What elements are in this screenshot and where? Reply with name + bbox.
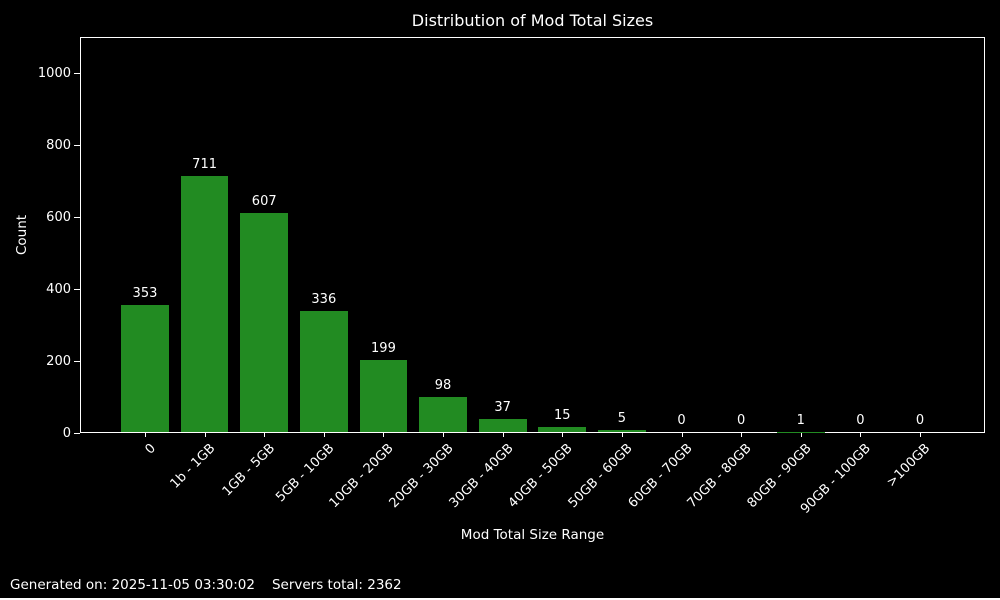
y-tick-mark (74, 144, 80, 146)
bar-value-label: 37 (494, 399, 511, 415)
bar-value-label: 0 (915, 413, 925, 428)
y-tick-label: 1000 (37, 65, 71, 81)
footer-status-text: Generated on: 2025-11-05 03:30:02 Servers… (10, 577, 402, 593)
y-tick-mark (74, 360, 80, 362)
bar-value-label: 607 (251, 194, 277, 210)
x-tick-mark (443, 433, 445, 437)
servers-total: Servers total: 2362 (271, 577, 402, 593)
x-tick-mark (920, 433, 922, 437)
x-tick-mark (800, 433, 802, 437)
bar (240, 213, 289, 432)
bar (538, 426, 587, 432)
x-tick-mark (264, 433, 266, 437)
y-tick-mark (74, 288, 80, 290)
x-tick-mark (502, 433, 504, 437)
bottom-border-line (0, 598, 1000, 600)
y-tick-mark (74, 432, 80, 434)
x-tick-mark (741, 433, 743, 437)
x-tick-mark (860, 433, 862, 437)
bar-value-label: 0 (856, 413, 865, 428)
y-tick-mark (74, 216, 80, 218)
x-tick-label: 0 (142, 441, 159, 458)
bar (419, 396, 467, 432)
x-axis-label: Mod Total Size Range (460, 527, 605, 543)
x-tick-label: 5GB - 10GB (273, 441, 338, 506)
x-tick-label: >100GB (884, 441, 934, 491)
y-tick-label: 200 (46, 353, 71, 369)
bar-value-label: 1 (796, 412, 805, 428)
x-tick-mark (323, 433, 325, 437)
y-tick-label: 600 (46, 209, 71, 225)
bar-value-label: 336 (311, 292, 337, 308)
x-tick-mark (144, 433, 146, 437)
generated-timestamp: Generated on: 2025-11-05 03:30:02 (10, 577, 255, 593)
y-tick-mark (74, 72, 80, 74)
bar (359, 360, 408, 432)
bar (478, 418, 527, 432)
y-tick-label: 400 (46, 281, 71, 297)
bar-value-label: 98 (434, 377, 452, 393)
plot-area: 353 711 607 336 199 98 37 15 5 0 0 1 0 0 (80, 37, 985, 433)
x-tick-mark (204, 433, 206, 437)
bar-value-label: 0 (737, 413, 746, 428)
chart-title: Distribution of Mod Total Sizes (411, 11, 654, 30)
y-tick-label: 800 (46, 137, 71, 153)
bar-value-label: 199 (371, 341, 396, 357)
bar (598, 430, 646, 432)
x-tick-mark (383, 433, 385, 437)
y-tick-label: 0 (62, 425, 71, 441)
bar (299, 311, 348, 432)
bar (121, 304, 169, 432)
bar-value-label: 5 (617, 411, 627, 427)
bar (180, 176, 229, 432)
bar-value-label: 0 (677, 413, 686, 428)
bar-value-label: 15 (554, 407, 571, 423)
x-tick-label: 1b - 1GB (167, 441, 219, 492)
bar-value-label: 711 (192, 157, 217, 173)
bar-value-label: 353 (132, 285, 158, 301)
x-tick-mark (562, 433, 564, 437)
x-tick-mark (681, 433, 683, 437)
x-tick-mark (621, 433, 623, 437)
x-tick-label: 1GB - 5GB (219, 441, 278, 500)
